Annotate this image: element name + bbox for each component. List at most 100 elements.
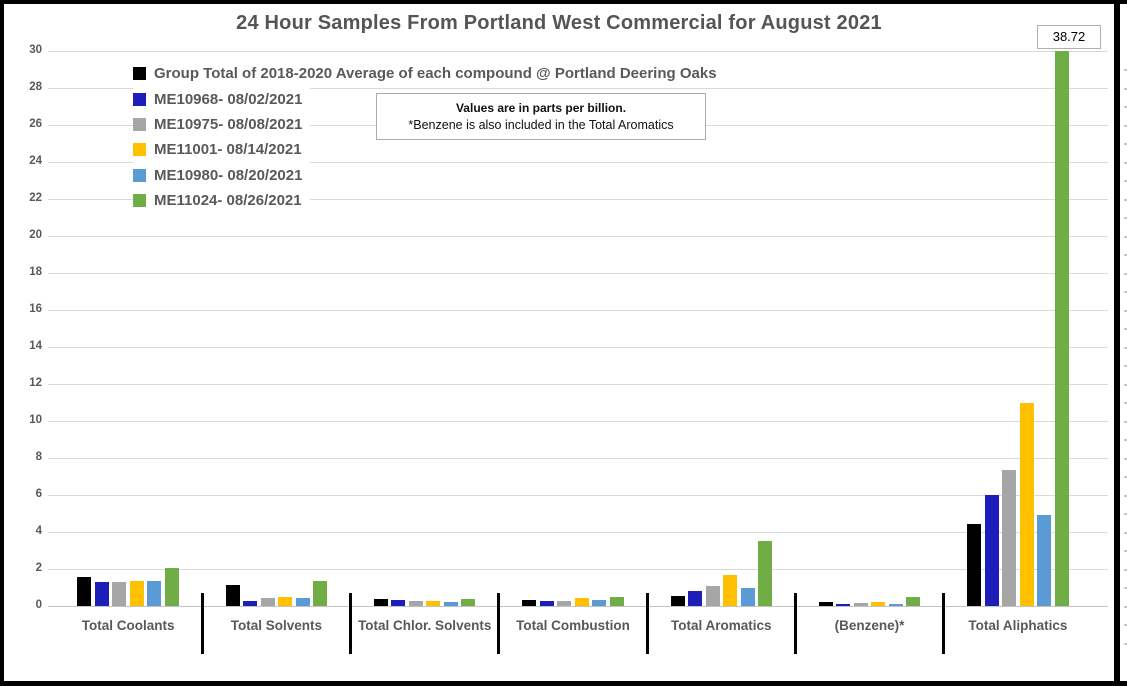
right-edge-tick [1124, 217, 1127, 219]
y-axis-tick-label: 16 [29, 303, 42, 315]
bar [313, 581, 328, 606]
x-axis-category-label: Total Combustion [516, 618, 630, 633]
y-axis-tick-label: 2 [35, 562, 42, 574]
right-edge-tick [1124, 106, 1127, 108]
bar [836, 604, 851, 606]
bar [609, 596, 624, 606]
legend-item: ME11001- 08/14/2021 [133, 137, 310, 163]
gridline-y28 [48, 88, 1108, 89]
legend-swatch-icon [133, 143, 146, 157]
right-edge-tick [1124, 254, 1127, 256]
x-axis-category-label: Total Aromatics [671, 618, 772, 633]
right-edge-tick [1124, 476, 1127, 478]
right-edge-tick [1124, 198, 1127, 201]
bar [373, 598, 388, 606]
x-axis-category-label: Total Coolants [81, 618, 175, 633]
bar [443, 602, 458, 606]
legend-label: ME10975- 08/08/2021 [154, 115, 303, 133]
y-axis-tick-label: 6 [35, 488, 42, 500]
y-axis-tick-label: 18 [29, 266, 42, 278]
y-axis-tick-label: 20 [29, 229, 42, 241]
legend-swatch-icon [133, 168, 146, 182]
annotation-line-1: Values are in parts per billion. [455, 101, 627, 115]
bar [557, 601, 572, 606]
bar [426, 601, 441, 606]
bar [818, 602, 833, 606]
x-axis-category-label: Total Solvents [230, 618, 323, 633]
y-axis-tick-label: 24 [29, 155, 42, 167]
bar [574, 597, 589, 606]
right-edge-tick [1124, 587, 1127, 589]
category-separator [200, 593, 204, 654]
bar [871, 602, 886, 606]
y-axis-tick-label: 26 [29, 118, 42, 130]
gridline-y24 [48, 162, 1108, 163]
bar [164, 568, 179, 606]
bar [888, 604, 903, 606]
bar [461, 598, 476, 606]
right-edge-tick [1124, 531, 1127, 534]
bar [112, 581, 127, 606]
category-separator [497, 593, 501, 654]
right-edge-tick [1124, 494, 1127, 497]
y-axis-tick-label: 4 [35, 525, 42, 537]
bar [1019, 402, 1034, 606]
x-axis-category-label: Total Chlor. Solvents [358, 618, 492, 633]
bar [260, 597, 275, 606]
bar [129, 581, 144, 606]
annotation-box: Values are in parts per billion. *Benzen… [376, 93, 706, 140]
right-edge-tick [1124, 383, 1127, 386]
legend: Group Total of 2018-2020 Average of each… [133, 61, 725, 214]
bar [391, 599, 406, 606]
y-axis-tick-label: 30 [29, 44, 42, 56]
bar [1002, 470, 1017, 606]
x-axis-category-label: Total Aliphatics [968, 618, 1068, 633]
right-edge-tick [1124, 642, 1127, 645]
right-edge-tick [1124, 309, 1127, 312]
max-value-data-label: 38.72 [1037, 25, 1101, 49]
right-edge-tick [1124, 605, 1127, 608]
bar [758, 541, 773, 606]
gridline-y4 [48, 532, 1108, 533]
gridline-y16 [48, 310, 1108, 311]
chart-right-border [1114, 4, 1120, 681]
gridline-y20 [48, 236, 1108, 237]
right-edge-tick [1124, 402, 1127, 404]
x-axis-category-label: (Benzene)* [834, 618, 905, 633]
right-edge-tick [1124, 180, 1127, 182]
gridline-y12 [48, 384, 1108, 385]
right-edge-tick [1124, 420, 1127, 423]
right-edge-tick [1124, 365, 1127, 367]
right-edge-tick [1124, 346, 1127, 349]
right-edge-tick [1124, 124, 1127, 127]
bar [592, 600, 607, 606]
gridline-y8 [48, 458, 1108, 459]
gridline-y10 [48, 421, 1108, 422]
y-axis-tick-label: 14 [29, 340, 42, 352]
gridline-y6 [48, 495, 1108, 496]
bar [77, 577, 92, 606]
chart-title: 24 Hour Samples From Portland West Comme… [236, 12, 882, 34]
legend-item: ME11024- 08/26/2021 [133, 187, 310, 214]
right-edge-tick [1124, 69, 1127, 71]
bar [295, 597, 310, 606]
category-separator [645, 593, 649, 654]
gridline-y18 [48, 273, 1108, 274]
right-edge-tick [1124, 272, 1127, 275]
legend-swatch-icon [133, 67, 146, 81]
bar [539, 601, 554, 606]
y-axis-tick-label: 22 [29, 192, 42, 204]
right-edge-tick [1124, 550, 1127, 552]
right-edge-tick [1124, 439, 1127, 441]
legend-item: Group Total of 2018-2020 Average of each… [133, 61, 725, 87]
right-edge-tick [1124, 624, 1127, 626]
legend-label: ME10980- 08/20/2021 [154, 166, 303, 184]
annotation-line-2: *Benzene is also included in the Total A… [408, 118, 674, 132]
bar [278, 596, 293, 606]
gridline-y14 [48, 347, 1108, 348]
bar [147, 581, 162, 606]
legend-label: ME10968- 08/02/2021 [154, 90, 303, 108]
bar [984, 495, 999, 606]
legend-item: ME10968- 08/02/2021 [133, 86, 311, 112]
